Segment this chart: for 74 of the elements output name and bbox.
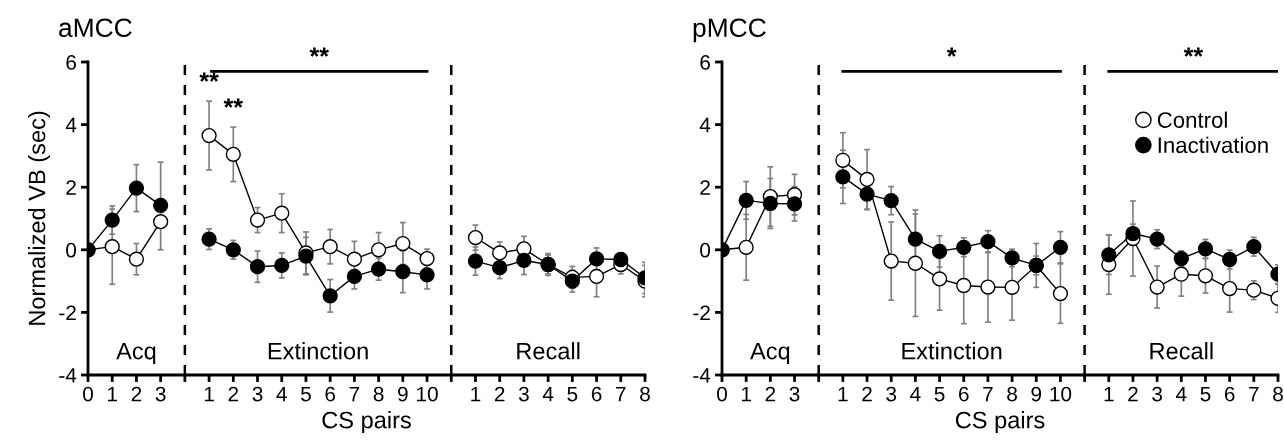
x-tick-label: 5 bbox=[934, 386, 945, 402]
x-tick-label: 2 bbox=[228, 386, 239, 402]
annotation: Extinction bbox=[268, 342, 368, 360]
x-axis-title: CS pairs bbox=[322, 411, 411, 434]
x-tick-label: 6 bbox=[591, 386, 602, 402]
x-tick-label: 8 bbox=[1273, 386, 1283, 402]
y-tick-label: 2 bbox=[66, 180, 76, 195]
x-tick-label: 4 bbox=[1175, 386, 1187, 402]
y-tick-label: -4 bbox=[59, 368, 77, 383]
x-tick-label: 2 bbox=[765, 386, 776, 402]
x-tick-label: 7 bbox=[349, 386, 360, 402]
x-tick-label: 5 bbox=[567, 386, 578, 402]
y-tick-label: 2 bbox=[700, 180, 710, 195]
annotation: Acq bbox=[750, 342, 790, 365]
y-tick-label: -2 bbox=[693, 305, 710, 320]
x-tick-label: 1 bbox=[204, 386, 214, 402]
y-tick-label: 0 bbox=[66, 242, 77, 258]
y-tick-label: 6 bbox=[700, 55, 710, 70]
y-tick-label: 4 bbox=[699, 117, 711, 133]
x-tick-label: 2 bbox=[862, 386, 872, 402]
x-tick-label: 0 bbox=[83, 386, 93, 402]
legend-label: Control bbox=[1157, 111, 1227, 128]
x-tick-label: 5 bbox=[301, 386, 311, 402]
x-tick-label: 1 bbox=[838, 386, 848, 402]
annotation: ** bbox=[199, 72, 219, 82]
x-tick-label: 7 bbox=[616, 386, 626, 402]
x-tick-label: 4 bbox=[542, 386, 554, 402]
y-tick-label: -4 bbox=[693, 368, 711, 383]
x-tick-label: 1 bbox=[741, 386, 751, 402]
chart-title: aMCC bbox=[59, 18, 132, 38]
legend-label: Inactivation bbox=[1158, 136, 1268, 154]
x-tick-label: 10 bbox=[1050, 386, 1072, 402]
text: ** bbox=[1183, 47, 1204, 57]
y-tick-label: 6 bbox=[66, 55, 76, 70]
x-tick-label: 3 bbox=[886, 386, 897, 402]
chart-title: pMCC bbox=[693, 18, 766, 43]
x-tick-label: 3 bbox=[518, 386, 529, 402]
y-tick-label: 4 bbox=[65, 117, 77, 133]
x-tick-label: 7 bbox=[1249, 386, 1259, 402]
x-tick-label: 9 bbox=[1031, 386, 1042, 402]
y-tick-label: 0 bbox=[700, 242, 711, 258]
x-tick-label: 3 bbox=[252, 386, 263, 402]
x-tick-label: 1 bbox=[108, 386, 117, 402]
x-tick-label: 1 bbox=[471, 386, 481, 402]
x-tick-label: 4 bbox=[910, 386, 921, 402]
x-tick-label: 10 bbox=[417, 386, 438, 402]
x-tick-label: 6 bbox=[1224, 386, 1235, 402]
x-tick-label: 4 bbox=[276, 386, 287, 402]
annotation: Recall bbox=[517, 342, 580, 360]
x-tick-label: 9 bbox=[398, 386, 408, 402]
annotation: ** bbox=[223, 98, 244, 108]
text: ** bbox=[309, 47, 329, 57]
x-tick-label: 2 bbox=[494, 386, 505, 402]
x-tick-label: 1 bbox=[1104, 386, 1114, 402]
x-tick-label: 3 bbox=[155, 386, 166, 402]
x-tick-label: 8 bbox=[1007, 386, 1017, 402]
x-tick-label: 6 bbox=[325, 386, 336, 402]
annotation: Extinction bbox=[902, 342, 1002, 360]
y-axis-title: Normalized VB (sec) bbox=[28, 111, 51, 325]
annotation: Acq bbox=[116, 342, 156, 365]
x-tick-label: 8 bbox=[373, 386, 384, 402]
x-tick-label: 3 bbox=[1152, 386, 1163, 402]
x-tick-label: 2 bbox=[131, 386, 142, 402]
x-tick-label: 3 bbox=[789, 386, 800, 402]
x-tick-label: 8 bbox=[640, 386, 650, 402]
text: * bbox=[946, 47, 957, 57]
x-tick-label: 5 bbox=[1200, 386, 1211, 402]
x-tick-label: 6 bbox=[959, 386, 969, 402]
annotation: Recall bbox=[1150, 342, 1213, 360]
y-tick-label: -2 bbox=[59, 305, 76, 320]
x-tick-label: 0 bbox=[717, 386, 727, 402]
x-axis-title: CS pairs bbox=[955, 411, 1045, 434]
x-tick-label: 7 bbox=[983, 386, 993, 402]
x-tick-label: 2 bbox=[1128, 386, 1138, 402]
